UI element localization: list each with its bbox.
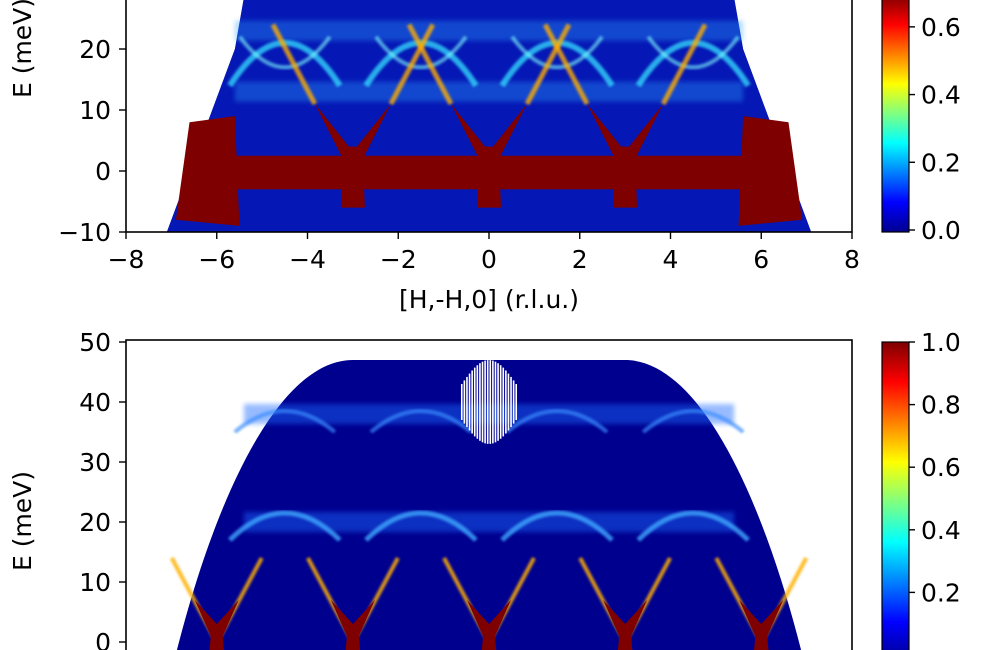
top-dispersion-band — [234, 20, 744, 41]
top-colorbar — [881, 0, 910, 233]
bottom-dispersion-band — [243, 512, 735, 532]
bottom-dispersion-arc — [364, 510, 478, 542]
bottom-panel: 0 10 20 30 40 50 E (meV) 0.2 0.4 0.6 0.8 1.0 — [8, 328, 961, 650]
top-dispersion-arc — [510, 35, 604, 70]
bottom-dispersion-arc — [636, 510, 750, 542]
bottom-y-tick-label: 10 — [79, 568, 111, 597]
bottom-y-tick-label: 20 — [79, 508, 111, 537]
top-edge-block-left — [175, 116, 240, 226]
top-x-tick-label: 6 — [753, 245, 769, 274]
top-y-ticks: −10 0 10 20 30 — [58, 0, 126, 247]
top-y-axis-label: E (meV) — [8, 0, 37, 98]
top-x-tick-label: −2 — [380, 245, 417, 274]
top-dispersion-arc — [374, 35, 468, 70]
top-x-tick-label: 0 — [481, 245, 497, 274]
top-x-tick-label: −4 — [289, 245, 326, 274]
top-x-ticks: −8 −6 −4 −2 0 2 4 6 8 — [108, 232, 860, 274]
bottom-dispersion-arc — [500, 510, 614, 542]
bottom-dispersion-band — [243, 404, 735, 424]
bottom-dispersion-arc — [233, 409, 337, 434]
top-cone-branch — [270, 23, 436, 106]
top-dispersion-arc — [646, 35, 740, 70]
bottom-cone — [603, 600, 648, 650]
top-colorbar-tick-label: 0.0 — [921, 216, 961, 245]
bottom-colorbar-tick-label: 0.2 — [921, 578, 961, 607]
top-dispersion-band — [234, 81, 744, 102]
bottom-colorbar — [881, 341, 910, 650]
top-x-tick-label: −8 — [108, 245, 145, 274]
bottom-colorbar-ticks: 0.2 0.4 0.6 0.8 1.0 — [909, 328, 961, 607]
top-x-tick-label: −6 — [198, 245, 235, 274]
top-y-tick-label: 10 — [79, 96, 111, 125]
top-x-tick-label: 4 — [663, 245, 679, 274]
bottom-colorbar-tick-label: 0.4 — [921, 516, 961, 545]
top-cone — [314, 103, 391, 208]
bottom-dispersion-arc — [228, 510, 342, 542]
bottom-y-tick-label: 0 — [95, 628, 111, 650]
bottom-cone — [739, 600, 784, 650]
top-panel: −8 −6 −4 −2 0 2 4 6 8 −10 0 10 20 30 [H,-H,0] (r.l.u… — [8, 0, 961, 314]
top-y-tick-label: 0 — [95, 157, 111, 186]
bottom-y-tick-label: 30 — [79, 448, 111, 477]
bottom-cone — [330, 600, 375, 650]
bottom-heatmap — [169, 360, 809, 650]
top-y-tick-label: 20 — [79, 35, 111, 64]
bottom-dispersion-arc — [641, 409, 745, 434]
top-y-tick-label: −10 — [58, 218, 111, 247]
top-cone — [587, 103, 664, 208]
top-heatmap — [166, 0, 812, 232]
top-cone-branch — [406, 23, 572, 106]
bottom-cone — [467, 600, 511, 650]
bottom-y-tick-label: 40 — [79, 388, 111, 417]
top-edge-block-right — [738, 116, 803, 226]
top-colorbar-tick-label: 0.2 — [921, 148, 961, 177]
bottom-colorbar-tick-label: 1.0 — [921, 328, 961, 357]
top-y-tick-label: 30 — [79, 0, 111, 3]
top-x-tick-label: 8 — [844, 245, 860, 274]
top-dispersion-arc — [238, 35, 332, 70]
bottom-colorbar-tick-label: 0.6 — [921, 453, 961, 482]
bottom-colorbar-tick-label: 0.8 — [921, 391, 961, 420]
bottom-y-ticks: 0 10 20 30 40 50 — [79, 328, 126, 650]
bottom-y-tick-label: 50 — [79, 328, 111, 357]
top-cone-branch — [542, 23, 708, 106]
bottom-coverage-region — [176, 360, 802, 650]
top-x-axis-label: [H,-H,0] (r.l.u.) — [399, 285, 579, 314]
bottom-axes-frame — [125, 339, 853, 650]
bottom-dispersion-arc — [505, 409, 609, 434]
top-cone — [451, 103, 527, 208]
top-x-tick-label: 2 — [572, 245, 588, 274]
top-colorbar-tick-label: 0.6 — [921, 13, 961, 42]
bottom-cone — [194, 600, 239, 650]
bottom-y-axis-label: E (meV) — [8, 471, 37, 571]
bottom-dispersion-arc — [369, 409, 473, 434]
top-colorbar-ticks: 0.0 0.2 0.4 0.6 — [909, 13, 961, 245]
top-colorbar-tick-label: 0.4 — [921, 81, 961, 110]
